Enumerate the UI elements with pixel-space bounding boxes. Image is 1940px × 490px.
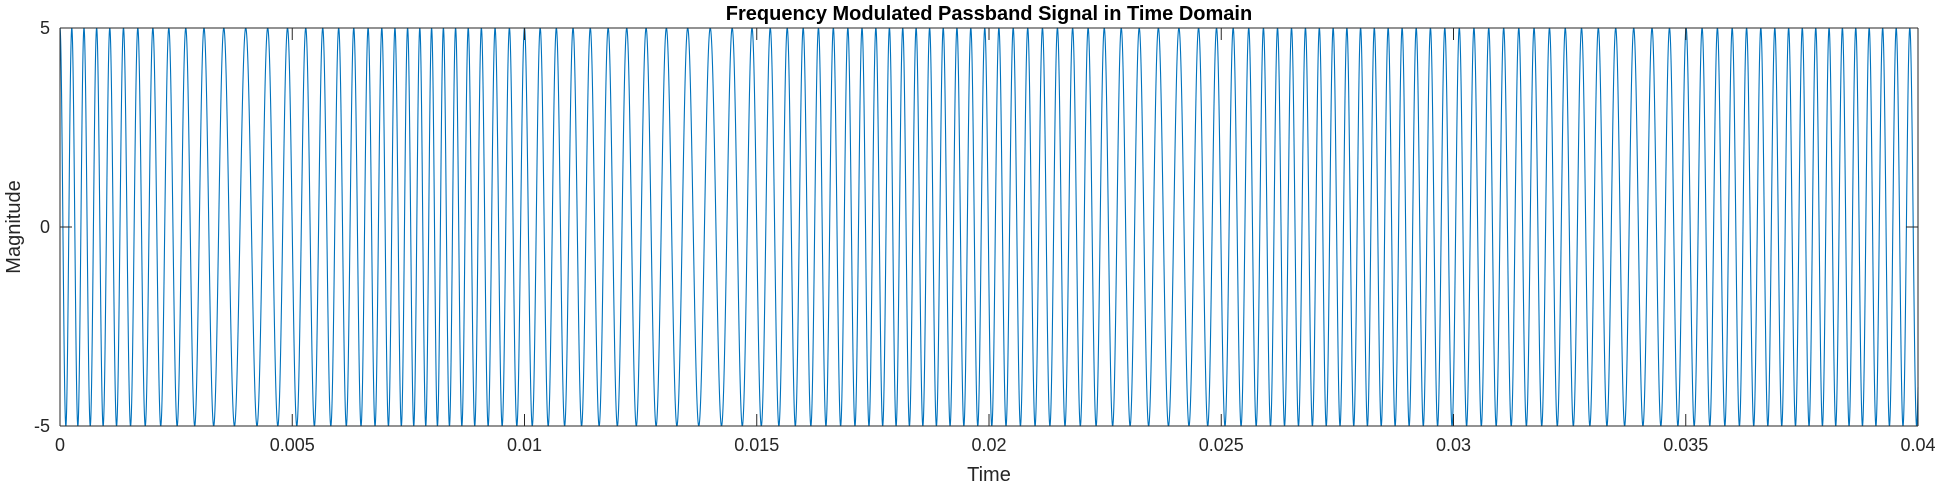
x-tick-label: 0.035 xyxy=(1663,435,1708,455)
x-tick-label: 0 xyxy=(55,435,65,455)
series-line-0 xyxy=(59,27,1919,427)
x-tick-label: 0.04 xyxy=(1900,435,1935,455)
y-tick-label: 0 xyxy=(40,217,50,237)
plot-area xyxy=(60,28,1918,426)
x-tick-label: 0.005 xyxy=(270,435,315,455)
x-tick-label: 0.02 xyxy=(971,435,1006,455)
x-tick-label: 0.015 xyxy=(734,435,779,455)
x-tick-label: 0.03 xyxy=(1436,435,1471,455)
x-axis-label: Time xyxy=(967,464,1011,486)
ticks-layer: 0 0.005 0.01 0.015 0.02 0.025 0.03 0.035 0.04-50… xyxy=(34,18,1936,455)
series-layer xyxy=(59,27,1919,427)
x-tick-label: 0.01 xyxy=(507,435,542,455)
y-axis-label: Magnitude xyxy=(3,180,25,273)
plot-background xyxy=(60,28,1918,426)
y-tick-label: 5 xyxy=(40,18,50,38)
chart-title: Frequency Modulated Passband Signal in T… xyxy=(726,3,1252,25)
y-tick-label: -5 xyxy=(34,416,50,436)
x-tick-label: 0.025 xyxy=(1199,435,1244,455)
